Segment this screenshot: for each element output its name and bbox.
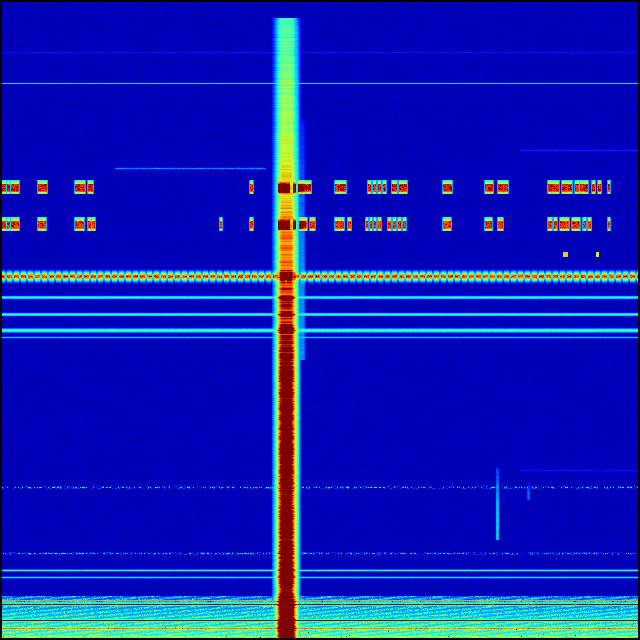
- spectrogram-view: [0, 0, 640, 640]
- spectrogram-canvas: [0, 0, 640, 640]
